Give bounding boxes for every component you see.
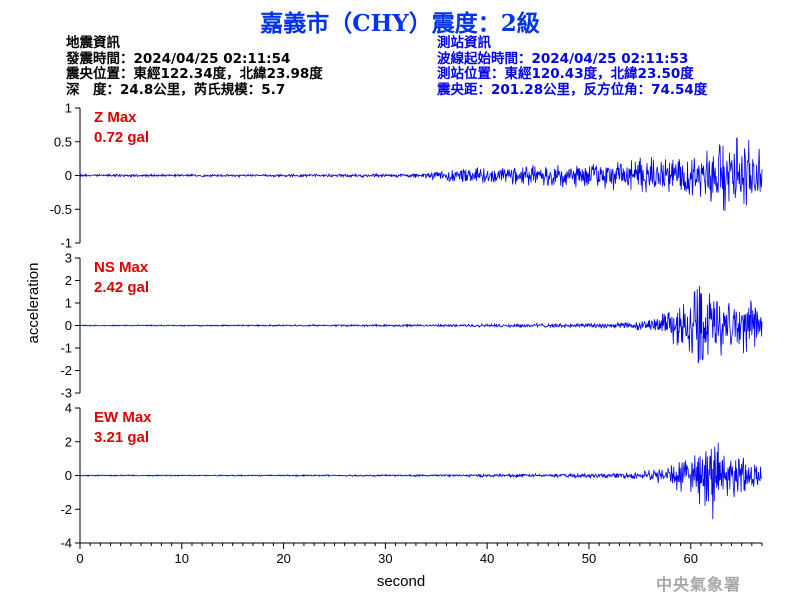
- x-tick-label: 40: [480, 551, 494, 566]
- y-tick-label: 0.5: [54, 134, 72, 149]
- trace-ns: [79, 285, 763, 364]
- y-tick-label: 0: [65, 468, 72, 483]
- y-tick-label: -3: [60, 386, 72, 401]
- y-tick-label: -0.5: [50, 202, 72, 217]
- panel-z: -1 -0.5 0 0.5 1 Z Max 0.72 gal: [50, 101, 763, 251]
- y-tick-label: 4: [65, 401, 72, 416]
- trace-z: [79, 137, 763, 212]
- station-location: 測站位置：東經120.43度，北緯23.50度: [437, 66, 694, 82]
- max-value: 2.42 gal: [94, 279, 149, 296]
- x-tick-label: 0: [76, 551, 83, 566]
- panel-ns: -3 -2 -1 0 1 2 3 NS Max 2.42 gal: [60, 251, 763, 401]
- x-tick-label: 10: [175, 551, 189, 566]
- y-tick-label: -2: [60, 363, 72, 378]
- epicentral-distance: 震央距：201.28公里，反方位角：74.54度: [437, 81, 708, 98]
- wave-start-time: 波線起始時間：2024/04/25 02:11:53: [437, 50, 689, 67]
- y-tick-label: 1: [65, 296, 72, 311]
- quake-info-heading: 地震資訊: [66, 35, 120, 51]
- x-axis-title: second: [377, 573, 425, 590]
- quake-info-block: 地震資訊 發震時間：2024/04/25 02:11:54 震央位置：東經122…: [66, 35, 323, 98]
- y-tick-label: 0: [65, 168, 72, 183]
- max-label: NS Max: [94, 259, 149, 276]
- max-label: EW Max: [94, 409, 152, 426]
- x-tick-label: 60: [684, 551, 698, 566]
- quake-depth-magnitude: 深 度：24.8公里，芮氏規模：5.7: [66, 81, 286, 98]
- y-tick-label: -4: [60, 536, 72, 551]
- page-title: 嘉義市（CHY）震度：2級: [260, 10, 540, 37]
- x-tick-label: 20: [276, 551, 290, 566]
- y-tick-label: -1: [60, 341, 72, 356]
- y-tick-label: -2: [60, 502, 72, 517]
- panel-ew: -4 -2 0 2 4 EW Max 3.21 gal: [60, 401, 763, 551]
- y-tick-label: 0: [65, 318, 72, 333]
- quake-time: 發震時間：2024/04/25 02:11:54: [66, 50, 291, 67]
- y-axis-title: acceleration: [25, 263, 42, 344]
- x-tick-label: 50: [582, 551, 596, 566]
- x-tick-label: 30: [378, 551, 392, 566]
- y-tick-label: 2: [65, 273, 72, 288]
- station-info-block: 測站資訊 波線起始時間：2024/04/25 02:11:53 測站位置：東經1…: [437, 35, 708, 98]
- y-tick-label: 2: [65, 434, 72, 449]
- max-value: 3.21 gal: [94, 429, 149, 446]
- quake-epicenter: 震央位置：東經122.34度，北緯23.98度: [66, 66, 323, 82]
- agency-footer: 中央氣象署: [656, 575, 742, 594]
- station-info-heading: 測站資訊: [437, 35, 491, 51]
- trace-ew: [79, 442, 763, 520]
- max-value: 0.72 gal: [94, 129, 149, 146]
- max-label: Z Max: [94, 109, 137, 126]
- y-tick-label: 3: [65, 251, 72, 266]
- y-tick-label: 1: [65, 101, 72, 116]
- y-tick-label: -1: [60, 236, 72, 251]
